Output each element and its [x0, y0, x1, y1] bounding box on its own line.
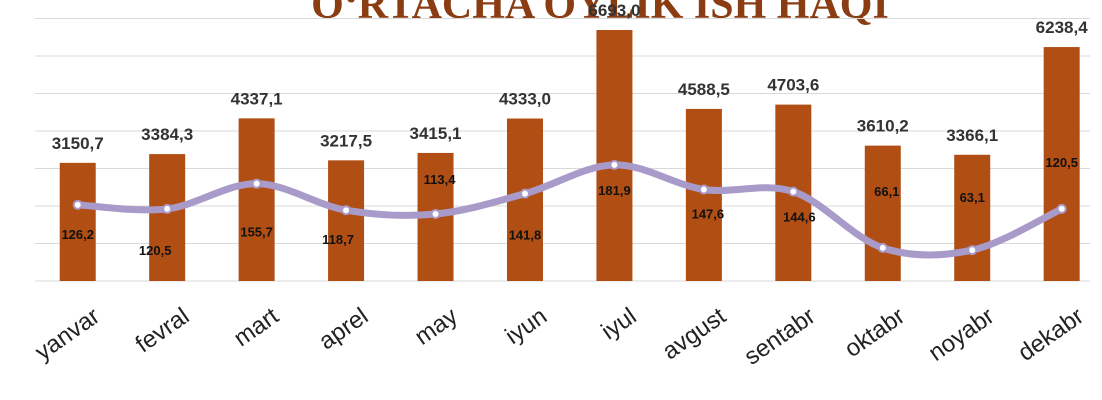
bar [685, 108, 722, 282]
bar-value-label: 6693,0 [588, 1, 640, 20]
line-value-label: 126,2 [61, 227, 94, 242]
line-value-label: 141,8 [509, 228, 542, 243]
line-value-label: 120,5 [1045, 155, 1078, 170]
x-tick-label: sentabr [739, 303, 820, 371]
line-point [698, 184, 709, 195]
line-value-label: 66,1 [874, 184, 899, 199]
bar [238, 118, 275, 281]
bar-value-label: 3217,5 [320, 131, 372, 150]
bar-value-label: 3384,3 [141, 125, 193, 144]
x-tick-label: iyun [500, 303, 552, 350]
x-tick-label: yanvar [30, 303, 105, 366]
chart-title: O‘RTACHA OYLIK ISH HAQI [311, 0, 889, 28]
x-tick-label: dekabr [1013, 303, 1089, 367]
line-point [519, 188, 530, 199]
line-point [72, 199, 83, 210]
line-value-label: 118,7 [322, 232, 354, 247]
bar-value-label: 4703,6 [767, 76, 819, 95]
line-point [1056, 203, 1067, 214]
bar-value-label: 4337,1 [231, 89, 283, 108]
line-value-label: 113,4 [424, 172, 457, 187]
bar [328, 160, 365, 281]
line-value-label: 181,9 [598, 183, 631, 198]
line-value-label: 144,6 [783, 210, 816, 225]
x-tick-label: aprel [314, 303, 373, 356]
line-point [430, 209, 441, 220]
bar [864, 145, 901, 281]
bar-value-label: 3415,1 [410, 124, 462, 143]
x-tick-label: avgust [658, 302, 732, 365]
line-value-label: 155,7 [240, 225, 273, 240]
x-tick-label: oktabr [840, 303, 910, 363]
line-point [251, 178, 262, 189]
bar-value-label: 6238,4 [1036, 18, 1089, 37]
line-point [162, 203, 173, 214]
x-tick-label: iyul [597, 303, 642, 346]
bar [954, 154, 991, 281]
x-tick-label: may [410, 303, 463, 351]
bar [59, 162, 96, 281]
line-point [341, 205, 352, 216]
line-point [877, 242, 888, 253]
bar-value-label: 4588,5 [678, 80, 730, 99]
bar [1043, 47, 1080, 282]
line [74, 161, 1066, 259]
bar [149, 154, 186, 281]
bar-value-label: 3150,7 [52, 134, 104, 153]
line-point [609, 159, 620, 170]
line-point [788, 186, 799, 197]
line-point [967, 245, 978, 256]
bar-value-label: 3366,1 [946, 126, 998, 145]
x-tick-label: noyabr [924, 303, 1000, 367]
line-value-label: 147,6 [692, 206, 725, 221]
x-tick-label: mart [229, 302, 284, 352]
bar-value-label: 3610,2 [857, 117, 909, 136]
bar-value-label: 4333,0 [499, 90, 551, 109]
x-tick-label: fevral [131, 303, 195, 359]
line-value-label: 63,1 [960, 190, 985, 205]
line-value-label: 120,5 [139, 243, 172, 258]
bar [596, 30, 633, 282]
